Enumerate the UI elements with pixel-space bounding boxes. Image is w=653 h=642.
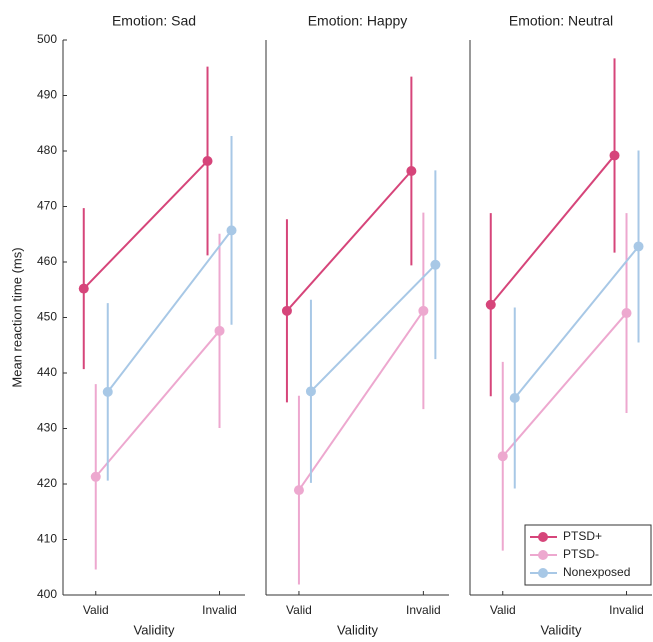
y-tick-label: 440: [37, 365, 57, 379]
legend-marker: [538, 568, 548, 578]
legend-marker: [538, 532, 548, 542]
series-line: [83, 160, 209, 290]
y-tick-label: 490: [37, 88, 57, 102]
series-line: [310, 264, 437, 393]
point: [202, 155, 213, 166]
series-line: [286, 170, 413, 312]
y-tick-label: 420: [37, 476, 57, 490]
x-axis-label: Validity: [541, 622, 582, 637]
point: [633, 241, 644, 252]
panel-title: Emotion: Sad: [112, 13, 196, 29]
point: [305, 386, 316, 397]
series-line: [94, 330, 221, 478]
point: [609, 150, 620, 161]
x-tick-label: Invalid: [202, 603, 237, 617]
y-axis-label: Mean reaction time (ms): [9, 247, 24, 387]
panel-title: Emotion: Neutral: [509, 13, 613, 29]
point: [430, 259, 441, 270]
point: [621, 308, 632, 319]
series-line: [489, 154, 616, 306]
x-tick-label: Invalid: [609, 603, 644, 617]
y-tick-label: 460: [37, 254, 57, 268]
series-line: [502, 312, 628, 457]
point: [78, 283, 89, 294]
point: [90, 471, 101, 482]
point: [406, 165, 417, 176]
series-line: [106, 229, 233, 393]
y-tick-label: 450: [37, 310, 57, 324]
x-tick-label: Valid: [83, 603, 109, 617]
y-tick-label: 500: [37, 32, 57, 46]
point: [281, 305, 292, 316]
point: [226, 225, 237, 236]
y-tick-label: 430: [37, 421, 57, 435]
panel-title: Emotion: Happy: [308, 13, 408, 29]
x-tick-label: Invalid: [406, 603, 441, 617]
legend-marker: [538, 550, 548, 560]
point: [497, 451, 508, 462]
series-line: [298, 310, 425, 491]
legend-label: PTSD-: [563, 547, 599, 561]
point: [293, 485, 304, 496]
x-tick-label: Valid: [490, 603, 516, 617]
y-tick-label: 480: [37, 143, 57, 157]
series-line: [513, 245, 640, 399]
x-axis-label: Validity: [134, 622, 175, 637]
point: [418, 305, 429, 316]
legend-label: PTSD+: [563, 529, 602, 543]
point: [102, 386, 113, 397]
x-axis-label: Validity: [337, 622, 378, 637]
x-tick-label: Valid: [286, 603, 312, 617]
point: [214, 325, 225, 336]
point: [509, 392, 520, 403]
legend-label: Nonexposed: [563, 565, 630, 579]
point: [485, 299, 496, 310]
y-tick-label: 410: [37, 532, 57, 546]
y-tick-label: 470: [37, 199, 57, 213]
y-tick-label: 400: [37, 587, 57, 601]
